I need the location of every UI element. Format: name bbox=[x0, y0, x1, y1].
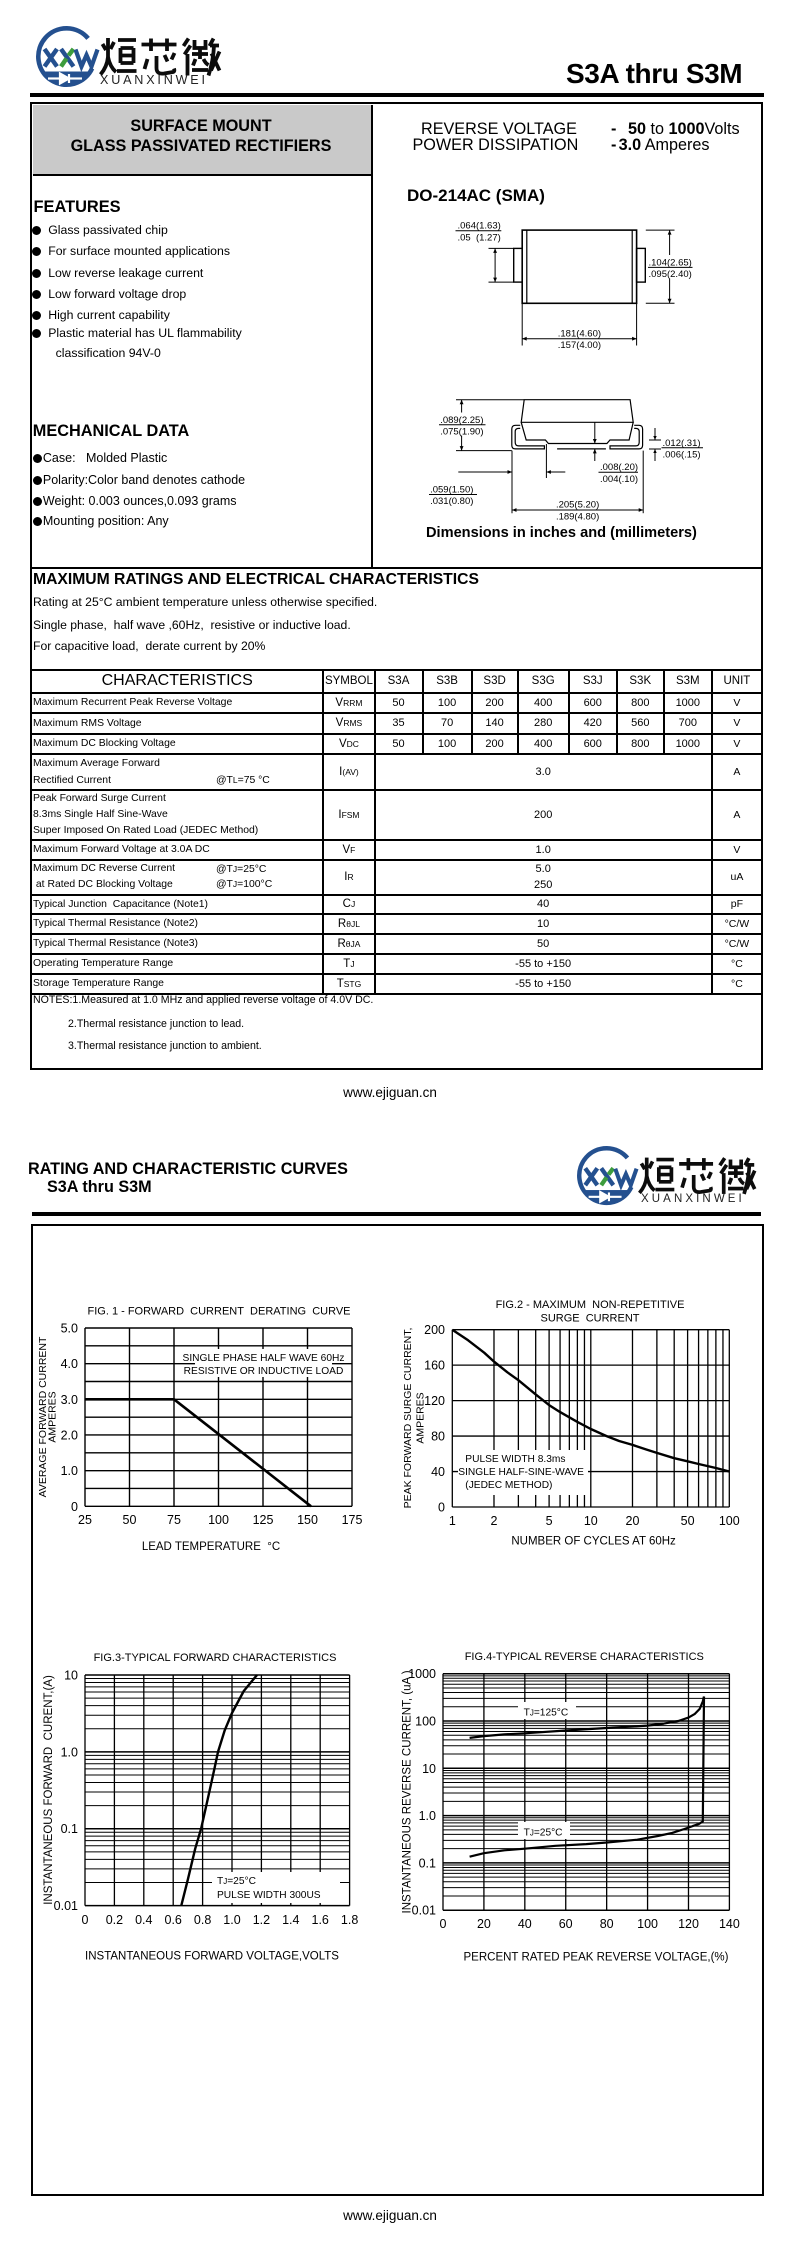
svg-text:0: 0 bbox=[438, 1501, 445, 1515]
svg-text:1.8: 1.8 bbox=[341, 1913, 358, 1927]
svg-text:.205(5.20): .205(5.20) bbox=[556, 500, 599, 511]
svg-text:0.1: 0.1 bbox=[419, 1856, 436, 1870]
svg-text:10: 10 bbox=[64, 1669, 78, 1683]
svg-text:.064(1.63): .064(1.63) bbox=[457, 221, 500, 232]
svg-text:20: 20 bbox=[477, 1917, 491, 1931]
svg-text:0.1: 0.1 bbox=[61, 1822, 78, 1836]
svg-text:SINGLE HALF-SINE-WAVE: SINGLE HALF-SINE-WAVE bbox=[458, 1467, 584, 1478]
svg-text:.104(2.65): .104(2.65) bbox=[649, 258, 692, 269]
svg-text:PULSE WIDTH 8.3ms: PULSE WIDTH 8.3ms bbox=[465, 1454, 565, 1465]
svg-text:40: 40 bbox=[431, 1465, 445, 1479]
svg-text:.05 (1.27): .05 (1.27) bbox=[457, 233, 500, 244]
svg-text:3.0: 3.0 bbox=[61, 1393, 78, 1407]
svg-text:FIG. 1 - FORWARD CURRENT DER: FIG. 1 - FORWARD CURRENT DERATING CURVE bbox=[88, 1306, 351, 1318]
svg-text:60: 60 bbox=[559, 1917, 573, 1931]
svg-text:2: 2 bbox=[491, 1514, 498, 1528]
svg-text:.095(2.40): .095(2.40) bbox=[649, 269, 692, 280]
svg-text:160: 160 bbox=[424, 1359, 445, 1373]
svg-text:SINGLE PHASE HALF WAVE 60Hz: SINGLE PHASE HALF WAVE 60Hz bbox=[183, 1353, 345, 1364]
svg-text:LEAD TEMPERATURE °C: LEAD TEMPERATURE °C bbox=[142, 1541, 280, 1553]
svg-text:INSTANTANEOUS REVERSE CURRENT,: INSTANTANEOUS REVERSE CURRENT, (uA ) bbox=[402, 1670, 414, 1913]
svg-text:.008(.20): .008(.20) bbox=[600, 462, 638, 473]
svg-text:(JEDEC METHOD): (JEDEC METHOD) bbox=[465, 1480, 552, 1491]
svg-text:100: 100 bbox=[415, 1715, 436, 1729]
svg-text:.059(1.50): .059(1.50) bbox=[430, 484, 473, 495]
svg-text:120: 120 bbox=[424, 1394, 445, 1408]
svg-text:20: 20 bbox=[626, 1514, 640, 1528]
svg-text:AVERAGE FORWARD CURRENT: AVERAGE FORWARD CURRENT bbox=[37, 1336, 49, 1497]
svg-text:100: 100 bbox=[637, 1917, 658, 1931]
svg-text:0: 0 bbox=[440, 1917, 447, 1931]
svg-text:175: 175 bbox=[342, 1513, 363, 1527]
svg-text:5: 5 bbox=[546, 1514, 553, 1528]
svg-text:0.8: 0.8 bbox=[194, 1913, 211, 1927]
svg-text:.031(0.80): .031(0.80) bbox=[430, 496, 473, 507]
svg-text:RESISTIVE OR INDUCTIVE LOAD: RESISTIVE OR INDUCTIVE LOAD bbox=[184, 1366, 344, 1377]
svg-text:10: 10 bbox=[422, 1762, 436, 1776]
svg-text:.004(.10): .004(.10) bbox=[600, 474, 638, 485]
svg-text:80: 80 bbox=[600, 1917, 614, 1931]
svg-text:75: 75 bbox=[167, 1513, 181, 1527]
svg-text:PERCENT RATED PEAK REVERSE VOL: PERCENT RATED PEAK REVERSE VOLTAGE,(%) bbox=[464, 1952, 729, 1964]
svg-text:0.01: 0.01 bbox=[412, 1904, 436, 1918]
svg-text:200: 200 bbox=[424, 1323, 445, 1337]
svg-text:50: 50 bbox=[681, 1514, 695, 1528]
svg-text:150: 150 bbox=[297, 1513, 318, 1527]
svg-text:25: 25 bbox=[78, 1513, 92, 1527]
svg-text:PULSE WIDTH 300US: PULSE WIDTH 300US bbox=[217, 1890, 321, 1901]
svg-text:.157(4.00): .157(4.00) bbox=[558, 340, 601, 351]
svg-text:1.6: 1.6 bbox=[312, 1913, 329, 1927]
svg-text:TJ=25°C: TJ=25°C bbox=[524, 1828, 563, 1839]
svg-text:50: 50 bbox=[123, 1513, 137, 1527]
svg-text:1.0: 1.0 bbox=[223, 1913, 240, 1927]
svg-text:0.2: 0.2 bbox=[106, 1913, 123, 1927]
svg-text:.006(.15): .006(.15) bbox=[663, 449, 701, 460]
svg-text:10: 10 bbox=[584, 1514, 598, 1528]
svg-text:FIG.2 - MAXIMUM NON-REPETITIV: FIG.2 - MAXIMUM NON-REPETITIVE bbox=[496, 1299, 685, 1311]
svg-text:5.0: 5.0 bbox=[61, 1322, 78, 1336]
svg-text:.189(4.80): .189(4.80) bbox=[556, 511, 599, 522]
svg-text:PEAK FORWARD SURGE CURRENT,: PEAK FORWARD SURGE CURRENT, bbox=[402, 1328, 414, 1509]
svg-text:0.01: 0.01 bbox=[54, 1899, 78, 1913]
svg-text:1.2: 1.2 bbox=[253, 1913, 270, 1927]
svg-text:AMPERES: AMPERES bbox=[47, 1391, 59, 1442]
svg-text:FIG.4-TYPICAL REVERSE CHARACTE: FIG.4-TYPICAL REVERSE CHARACTERISTICS bbox=[465, 1651, 704, 1663]
svg-text:TJ=125°C: TJ=125°C bbox=[524, 1708, 569, 1719]
svg-text:NUMBER OF CYCLES AT 60Hz: NUMBER OF CYCLES AT 60Hz bbox=[511, 1536, 676, 1548]
svg-text:SURGE CURRENT: SURGE CURRENT bbox=[540, 1313, 639, 1325]
svg-text:140: 140 bbox=[719, 1917, 740, 1931]
svg-text:0.4: 0.4 bbox=[135, 1913, 152, 1927]
svg-text:INSTANTANEOUS FORWARD CURENT,: INSTANTANEOUS FORWARD CURENT,(A) bbox=[43, 1675, 55, 1905]
svg-text:80: 80 bbox=[431, 1430, 445, 1444]
svg-text:120: 120 bbox=[678, 1917, 699, 1931]
svg-text:1: 1 bbox=[449, 1514, 456, 1528]
svg-text:.089(2.25): .089(2.25) bbox=[440, 415, 483, 426]
svg-text:1.4: 1.4 bbox=[282, 1913, 299, 1927]
svg-text:FIG.3-TYPICAL FORWARD CHARACTE: FIG.3-TYPICAL FORWARD CHARACTERISTICS bbox=[94, 1652, 337, 1664]
svg-text:.181(4.60): .181(4.60) bbox=[558, 328, 601, 339]
svg-text:4.0: 4.0 bbox=[61, 1357, 78, 1371]
svg-text:100: 100 bbox=[208, 1513, 229, 1527]
svg-text:1.0: 1.0 bbox=[419, 1809, 436, 1823]
svg-text:100: 100 bbox=[719, 1514, 740, 1528]
svg-text:1.0: 1.0 bbox=[61, 1464, 78, 1478]
svg-text:.012(.31): .012(.31) bbox=[663, 438, 701, 449]
svg-text:2.0: 2.0 bbox=[61, 1429, 78, 1443]
svg-text:AMPERES: AMPERES bbox=[415, 1392, 427, 1443]
svg-text:0.6: 0.6 bbox=[165, 1913, 182, 1927]
svg-text:INSTANTANEOUS FORWARD VOLTAGE,: INSTANTANEOUS FORWARD VOLTAGE,VOLTS bbox=[85, 1951, 339, 1963]
svg-text:1.0: 1.0 bbox=[61, 1745, 78, 1759]
svg-text:TJ=25°C: TJ=25°C bbox=[217, 1876, 256, 1887]
svg-text:125: 125 bbox=[253, 1513, 274, 1527]
svg-text:0: 0 bbox=[71, 1500, 78, 1514]
svg-text:40: 40 bbox=[518, 1917, 532, 1931]
svg-text:1000: 1000 bbox=[408, 1667, 436, 1681]
svg-text:.075(1.90): .075(1.90) bbox=[440, 426, 483, 437]
svg-text:0: 0 bbox=[82, 1913, 89, 1927]
